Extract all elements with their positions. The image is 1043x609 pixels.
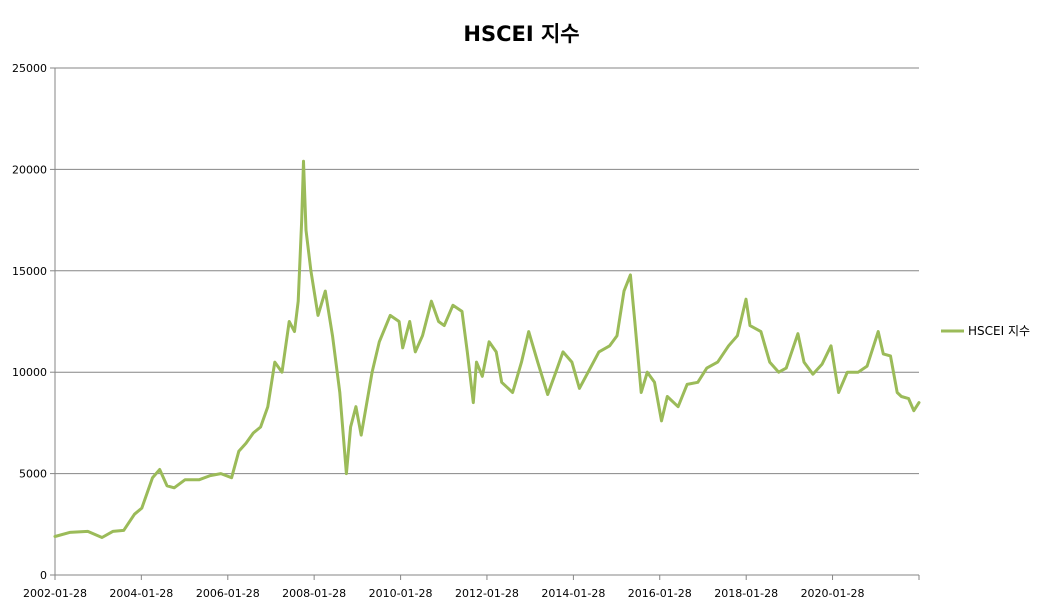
x-tick-label: 2014-01-28 xyxy=(541,587,605,600)
y-tick-label: 0 xyxy=(40,569,47,582)
gridlines xyxy=(55,67,919,475)
legend-label: HSCEI 지수 xyxy=(968,324,1030,338)
x-tick-label: 2020-01-28 xyxy=(801,587,865,600)
x-tick-label: 2006-01-28 xyxy=(196,587,260,600)
y-tick-label: 5000 xyxy=(19,468,47,481)
x-tick-label: 2002-01-28 xyxy=(23,587,87,600)
y-tick-label: 20000 xyxy=(12,163,47,176)
x-tick-label: 2010-01-28 xyxy=(369,587,433,600)
x-tick-label: 2016-01-28 xyxy=(628,587,692,600)
axes xyxy=(54,68,919,576)
y-tick-label: 25000 xyxy=(12,62,47,75)
chart-title: HSCEI 지수 xyxy=(463,22,580,46)
x-tick-label: 2012-01-28 xyxy=(455,587,519,600)
legend: HSCEI 지수 xyxy=(941,324,1030,338)
y-tick-label: 10000 xyxy=(12,366,47,379)
series-layer xyxy=(53,159,921,539)
y-tick-label: 15000 xyxy=(12,265,47,278)
x-tick-label: 2008-01-28 xyxy=(282,587,346,600)
x-tick-label: 2004-01-28 xyxy=(109,587,173,600)
x-tick-label: 2018-01-28 xyxy=(714,587,778,600)
series-line xyxy=(53,159,921,539)
x-axis-ticks: 2002-01-28 2004-01-28 2006-01-28 2008-01-28… xyxy=(23,575,920,600)
y-axis-ticks: 0 5000 10000 15000 20000 25000 xyxy=(12,62,55,582)
